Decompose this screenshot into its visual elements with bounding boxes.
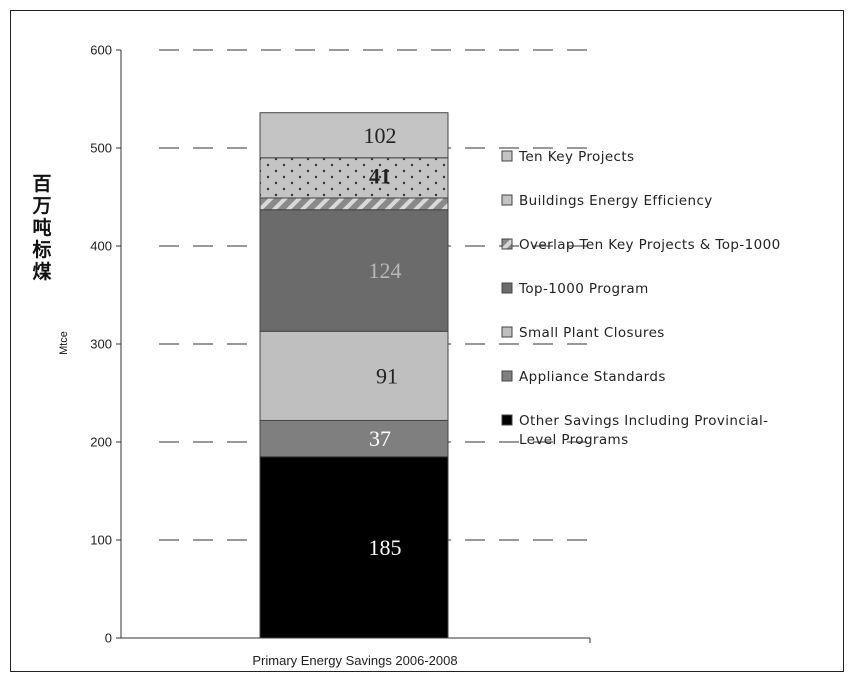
legend-label: Ten Key Projects bbox=[518, 149, 635, 165]
legend-label: Top-1000 Program bbox=[518, 281, 649, 297]
bar-segment bbox=[259, 456, 449, 639]
y-tick-label: 100 bbox=[90, 533, 112, 548]
legend-swatch bbox=[501, 414, 513, 426]
legend-label: Appliance Standards bbox=[519, 369, 666, 385]
bar-segment bbox=[259, 112, 449, 159]
bar-segment bbox=[259, 157, 449, 199]
y-axis-label: Mtce bbox=[58, 331, 70, 355]
legend-swatch bbox=[501, 370, 513, 382]
data-label: 124 bbox=[369, 258, 402, 283]
legend-label: Small Plant Closures bbox=[519, 325, 665, 341]
bar-segment bbox=[259, 330, 449, 421]
y-tick-label: 600 bbox=[90, 43, 112, 58]
y-tick-label: 400 bbox=[90, 239, 112, 254]
legend-swatch bbox=[501, 326, 513, 338]
legend-swatch bbox=[501, 238, 513, 250]
y-tick-label: 300 bbox=[90, 337, 112, 352]
x-category-label: Primary Energy Savings 2006-2008 bbox=[252, 653, 457, 668]
legend-swatch bbox=[501, 194, 513, 206]
legend-swatch bbox=[501, 150, 513, 162]
data-label: 91 bbox=[376, 363, 398, 388]
bar-segment bbox=[259, 209, 449, 332]
value-labels: 185 37 91 124 41 102 bbox=[364, 123, 402, 560]
bar-segment bbox=[259, 197, 449, 211]
bar-segment bbox=[259, 419, 449, 458]
legend-label: Level Programs bbox=[519, 432, 629, 448]
y-tick-label: 0 bbox=[105, 631, 112, 646]
y-tick-label: 200 bbox=[90, 435, 112, 450]
data-label: 37 bbox=[369, 426, 391, 451]
legend: Ten Key Projects Buildings Energy Efficie… bbox=[501, 149, 781, 448]
legend-label: Overlap Ten Key Projects & Top-1000 bbox=[519, 237, 781, 253]
bar-stack bbox=[259, 112, 449, 639]
data-label: 102 bbox=[364, 123, 397, 148]
legend-label: Buildings Energy Efficiency bbox=[519, 193, 713, 209]
data-label: 41 bbox=[369, 163, 391, 188]
legend-swatch bbox=[501, 282, 513, 294]
legend-label: Other Savings Including Provincial- bbox=[519, 413, 768, 429]
data-label: 185 bbox=[369, 535, 402, 560]
y-tick-label: 500 bbox=[90, 141, 112, 156]
y-axis-label-cn: 百万吨标煤 bbox=[31, 173, 51, 283]
